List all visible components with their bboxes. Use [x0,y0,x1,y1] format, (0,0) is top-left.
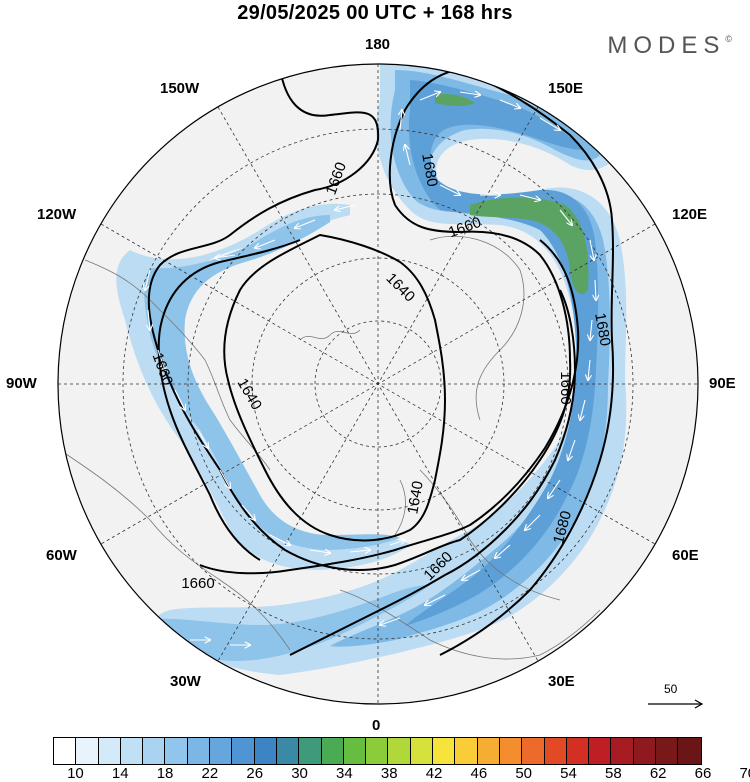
colorbar-tick-label: 58 [605,765,622,782]
map-border [57,63,699,705]
lon-label-120w: 120W [37,206,77,223]
lon-label-60w: 60W [46,547,77,564]
lon-label-150w: 150W [160,80,200,97]
colorbar-swatch [54,738,77,764]
colorbar-tick-label: 10 [67,765,84,782]
map-title: 29/05/2025 00 UTC + 168 hrs [237,2,513,24]
contour-label: 1640 [404,480,427,516]
lon-label-120e: 120E [672,206,708,223]
colorbar-tick-label: 50 [515,765,533,782]
colorbar-swatch [656,738,679,764]
colorbar-tick-label: 34 [336,765,353,782]
colorbar-swatch [254,738,277,764]
map-disc: 1660 1680 1660 1640 1680 1660 1660 1640 … [58,64,698,704]
lon-label-150e: 150E [548,80,584,97]
colorbar-swatch [410,738,434,764]
colorbar-swatch [120,738,144,764]
colorbar-swatch [433,738,456,764]
colorbar-swatch [678,738,701,764]
colorbar-swatch [611,738,634,764]
lon-label-60e: 60E [672,547,699,564]
copyright-mark: © [725,34,732,44]
contour-label: 1660 [557,371,574,404]
colorbar-tick-label: 66 [694,765,712,782]
colorbar-swatch [522,738,545,764]
colorbar-swatch [499,738,523,764]
colorbar-swatch [366,738,389,764]
lon-label-30w: 30W [170,673,201,690]
colorbar-tick-label: 62 [649,765,667,782]
colorbar-tick-label: 26 [246,765,264,782]
lon-label-90w: 90W [6,375,37,392]
colorbar-swatch [343,738,367,764]
colorbar-swatch [98,738,121,764]
colorbar-swatch [321,738,344,764]
brand-name: MODES [607,32,726,59]
lon-label-30e: 30E [548,673,575,690]
colorbar-ticks: 10 14 18 22 26 30 34 38 42 46 50 54 58 62 66 70 [53,765,750,782]
colorbar [53,737,702,765]
colorbar-tick-label: 46 [470,765,488,782]
colorbar-swatch [232,738,255,764]
colorbar-tick-label: 54 [560,765,577,782]
colorbar-tick-label: 70 [739,765,750,782]
colorbar-swatch [187,738,211,764]
colorbar-tick-label: 18 [156,765,174,782]
colorbar-swatch [76,738,99,764]
lon-label-180: 180 [365,36,391,53]
colorbar-swatch [589,738,612,764]
reference-vector-arrow [648,699,704,709]
colorbar-swatch [210,738,233,764]
colorbar-tick-label: 42 [425,765,443,782]
lon-label-90e: 90E [709,375,736,392]
colorbar-swatch [633,738,657,764]
contour-label: 1660 [181,575,214,592]
colorbar-swatch [299,738,322,764]
colorbar-tick-label: 30 [291,765,308,782]
colorbar-swatch [276,738,300,764]
colorbar-swatch [455,738,478,764]
contour-label: 1680 [418,152,441,188]
colorbar-tick-label: 14 [111,765,129,782]
colorbar-swatch [544,738,567,764]
lon-label-0: 0 [372,717,381,734]
colorbar-swatch [165,738,188,764]
brand-logo: MODES© [607,32,732,60]
colorbar-tick-label: 22 [201,765,219,782]
colorbar-swatch [477,738,500,764]
colorbar-swatch [143,738,166,764]
reference-vector-label: 50 [664,682,678,696]
colorbar-swatch [388,738,411,764]
colorbar-tick-label: 38 [380,765,398,782]
polar-map: 1660 1680 1660 1640 1680 1660 1660 1640 … [57,63,699,705]
wind-vectors [145,92,596,645]
contour-label: 1680 [591,312,614,348]
colorbar-swatch [566,738,590,764]
